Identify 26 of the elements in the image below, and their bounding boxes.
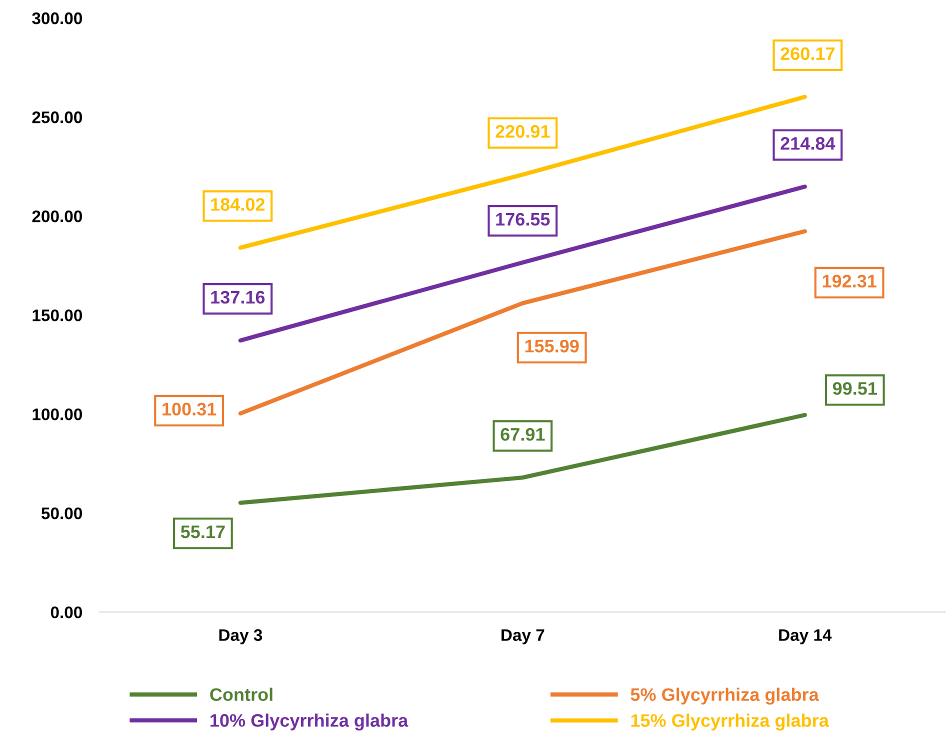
data-label: 176.55 — [496, 212, 550, 226]
data-label: 99.51 — [832, 382, 877, 395]
y-tick-label: 150.00 — [32, 309, 82, 322]
legend-label: 10% Glycyrrhiza glabra — [210, 714, 408, 730]
data-label: 155.99 — [525, 340, 579, 352]
y-tick-label: 200.00 — [32, 210, 82, 222]
legend-label: Control — [210, 688, 272, 701]
data-label: 55.17 — [180, 526, 225, 538]
data-label: 260.17 — [780, 47, 834, 60]
y-tick-label: 300.00 — [32, 12, 82, 24]
y-tick-label: 250.00 — [32, 111, 82, 124]
y-tick-label: 0.00 — [50, 606, 82, 618]
y-tick-label: 50.00 — [41, 507, 82, 520]
data-label: 67.91 — [500, 428, 545, 441]
data-label: 100.31 — [162, 402, 216, 416]
x-tick-label: Day 14 — [779, 629, 832, 644]
data-label: 214.84 — [780, 137, 836, 150]
legend-label: 5% Glycyrrhiza glabra — [630, 688, 819, 705]
x-tick-label: Day 7 — [502, 629, 544, 644]
y-tick-label: 100.00 — [32, 408, 82, 420]
data-label: 184.02 — [211, 198, 265, 211]
legend-label: 15% Glycyrrhiza glabra — [631, 714, 830, 731]
x-tick-label: Day 3 — [219, 629, 262, 644]
data-label: 192.31 — [822, 274, 876, 288]
data-label: 137.16 — [211, 290, 265, 304]
data-label: 220.91 — [496, 125, 550, 138]
